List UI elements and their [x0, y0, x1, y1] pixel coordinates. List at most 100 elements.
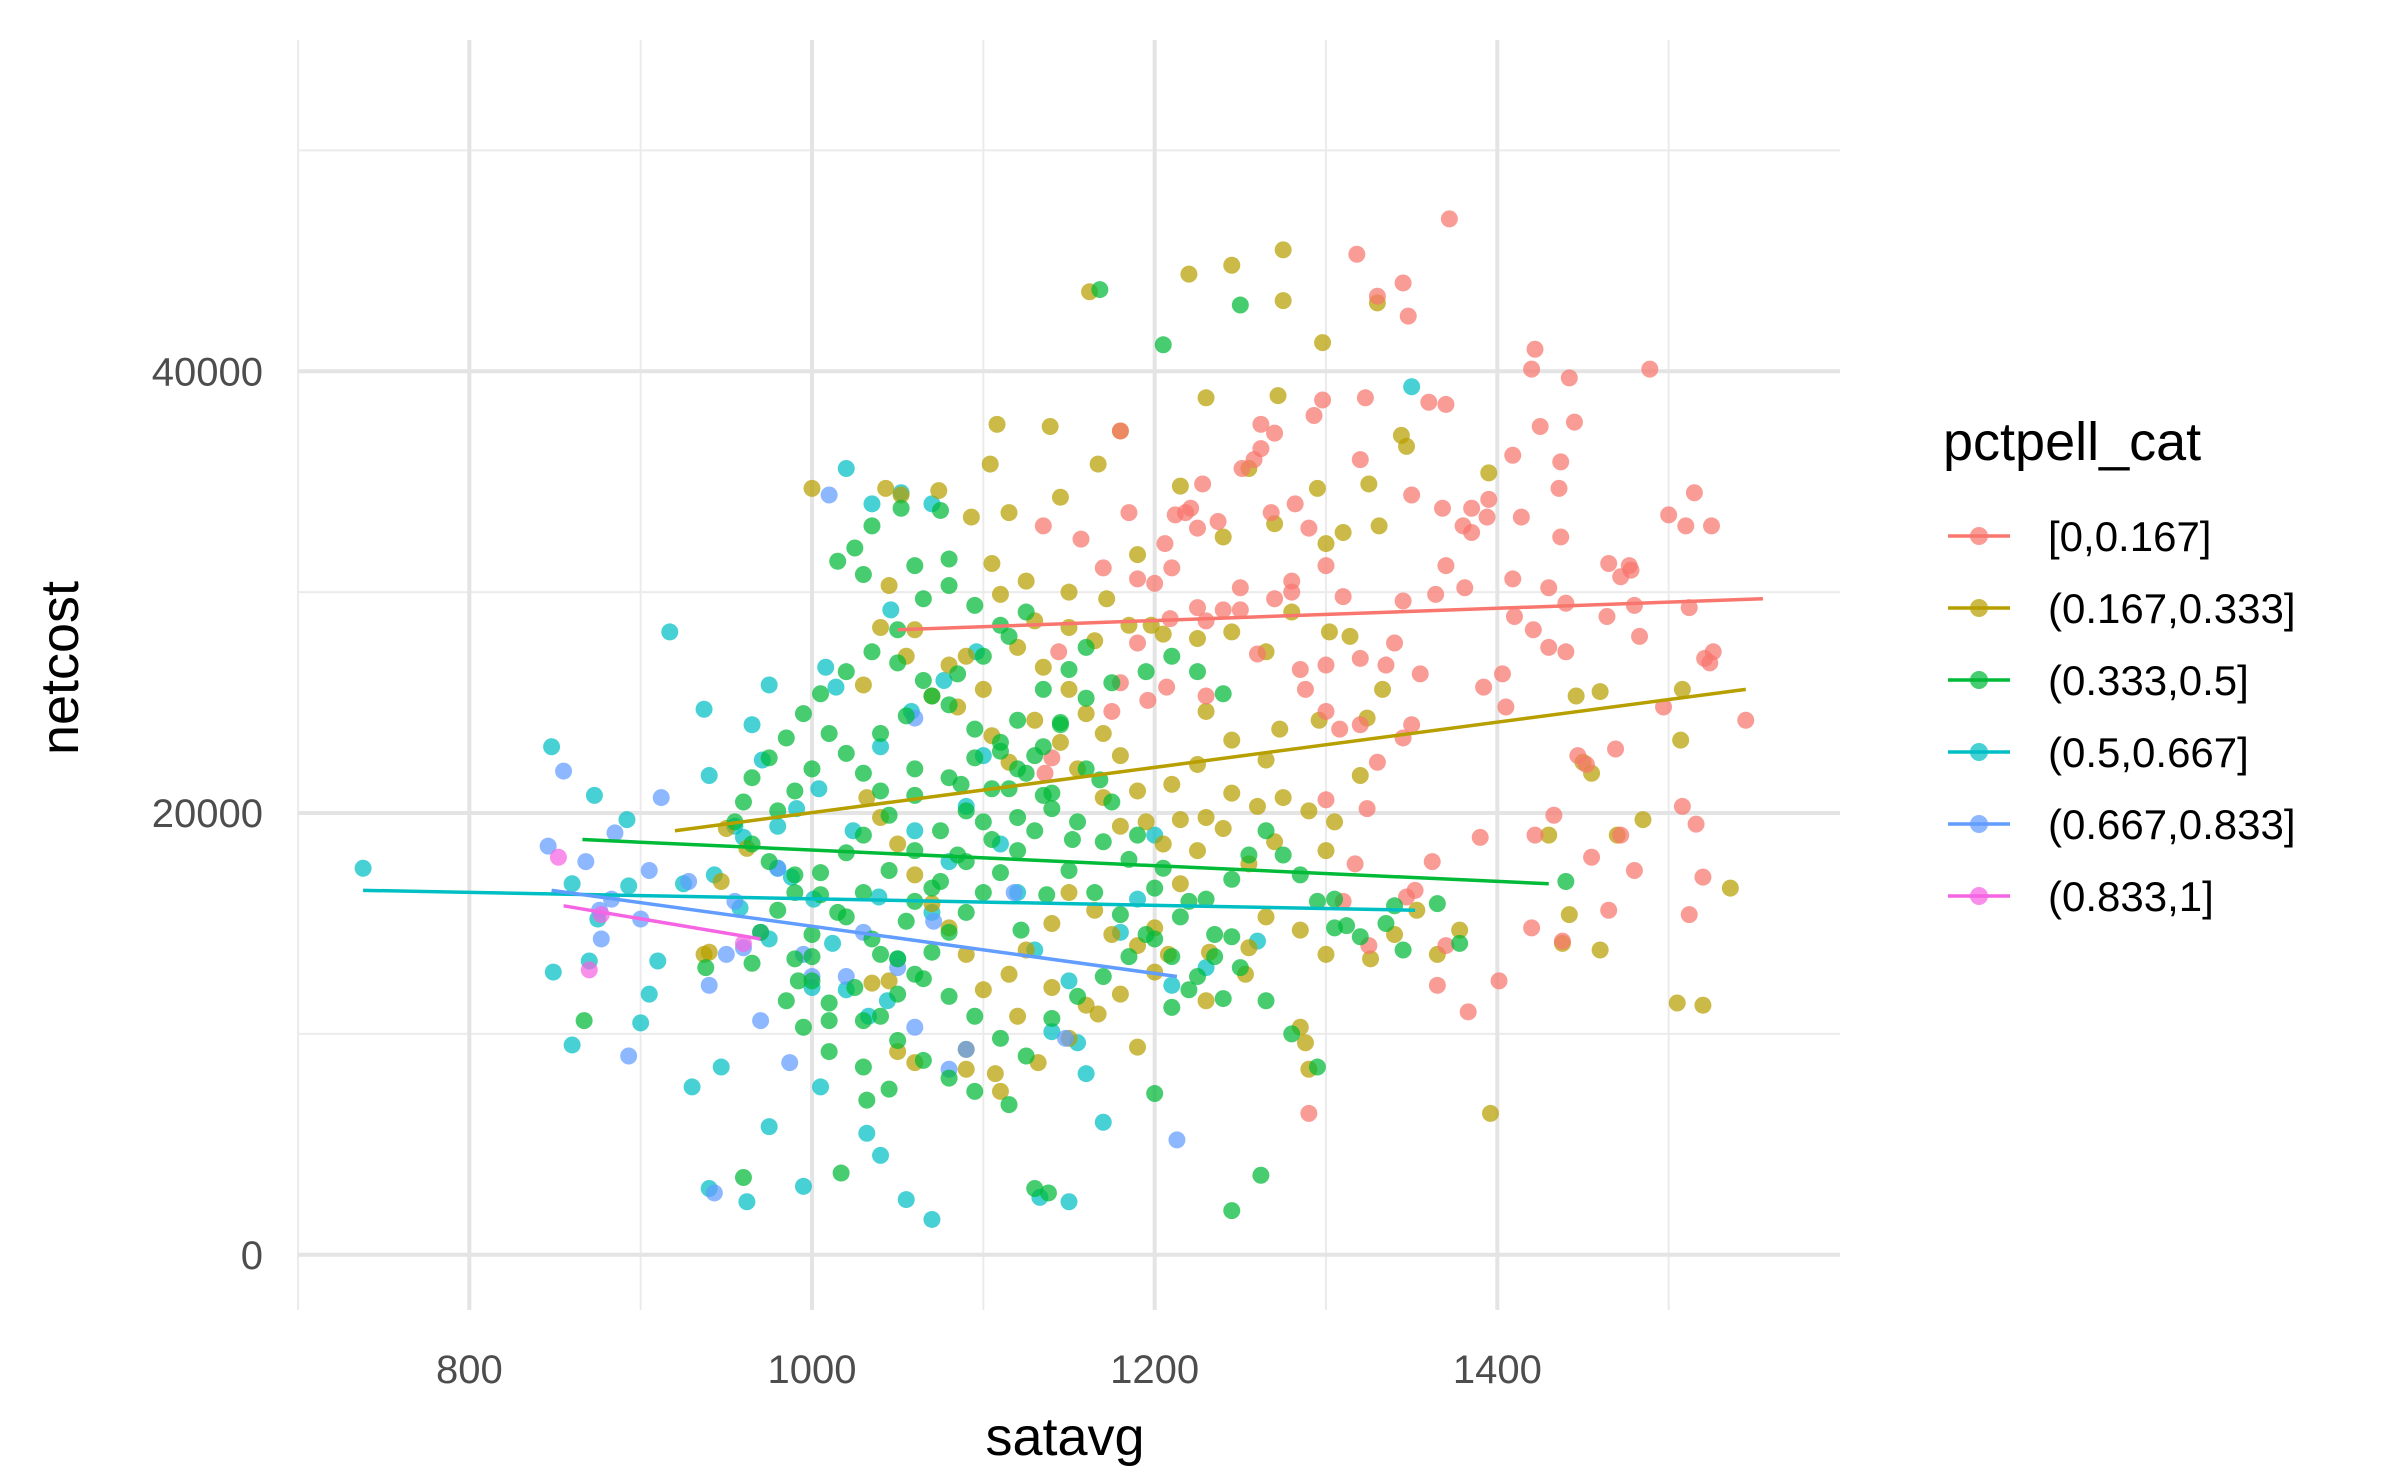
data-point [1120, 616, 1138, 634]
data-point [1262, 504, 1280, 522]
data-point [892, 486, 910, 504]
x-axis-title: satavg [985, 1407, 1144, 1467]
data-point [854, 764, 872, 782]
data-point [957, 1060, 975, 1078]
data-point [837, 744, 855, 762]
data-point [1111, 747, 1129, 765]
data-point [1163, 948, 1181, 966]
data-point [820, 486, 838, 504]
x-tick-label: 800 [436, 1348, 503, 1392]
data-point [1694, 996, 1712, 1014]
legend-key-point [1970, 887, 1988, 905]
data-point [1197, 389, 1215, 407]
data-point [1017, 1047, 1035, 1065]
data-point [812, 1078, 830, 1096]
legend-label: (0.667,0.833] [2048, 801, 2296, 848]
data-point [1197, 702, 1215, 720]
y-tick-label: 0 [241, 1234, 263, 1278]
data-point [726, 892, 744, 910]
data-point [632, 1014, 650, 1032]
data-point [872, 1146, 890, 1164]
data-point [1505, 607, 1523, 625]
data-point [1094, 967, 1112, 985]
data-point [700, 766, 718, 784]
data-point [1641, 360, 1659, 378]
data-point [803, 479, 821, 497]
data-point [1077, 638, 1095, 656]
data-point [1673, 797, 1691, 815]
data-point [1043, 914, 1061, 932]
data-point [734, 793, 752, 811]
data-point [1189, 519, 1206, 537]
data-point [1660, 506, 1678, 524]
data-point [1129, 634, 1147, 652]
data-point [1009, 808, 1027, 826]
data-point [661, 623, 679, 641]
data-point [1600, 554, 1618, 572]
data-point [1540, 826, 1558, 844]
x-tick-labels: 800 1000 1200 1400 [436, 1348, 1542, 1392]
data-point [957, 802, 975, 820]
data-point [777, 992, 795, 1010]
y-tick-labels: 0 20000 40000 [152, 350, 263, 1277]
data-point [880, 806, 898, 824]
data-point [743, 954, 761, 972]
data-point [906, 866, 924, 884]
data-point [1463, 524, 1481, 542]
legend-key-point [1970, 671, 1988, 689]
data-point [1026, 822, 1044, 840]
data-point [1600, 901, 1618, 919]
data-point [1291, 921, 1309, 939]
data-point [1326, 813, 1344, 831]
data-point [1540, 579, 1558, 597]
data-point [1512, 508, 1530, 526]
grid-major [298, 40, 1840, 1310]
data-point [872, 1007, 890, 1025]
data-point [897, 707, 915, 725]
data-point [743, 716, 761, 734]
data-point [1039, 1184, 1057, 1202]
data-point [897, 912, 915, 930]
data-point [1545, 806, 1563, 824]
data-point [872, 738, 890, 756]
data-point [940, 1069, 958, 1087]
data-point [1480, 490, 1498, 508]
data-point [1607, 740, 1625, 758]
data-point [1459, 1003, 1477, 1021]
data-point [1163, 647, 1181, 665]
data-point [854, 826, 872, 844]
data-point [949, 665, 967, 683]
data-point [1189, 842, 1206, 860]
data-point [1051, 733, 1069, 751]
data-point [872, 945, 890, 963]
data-point [1060, 972, 1078, 990]
data-point [1625, 861, 1643, 879]
data-point [854, 884, 872, 902]
data-point [837, 459, 855, 477]
legend-key-point [1970, 527, 1988, 545]
data-point [854, 676, 872, 694]
data-point [803, 972, 821, 990]
data-point [1257, 751, 1275, 769]
data-point [906, 760, 924, 778]
data-point [991, 1082, 1009, 1100]
data-point [543, 738, 561, 756]
data-point [1266, 424, 1284, 442]
data-point [1557, 643, 1575, 661]
data-point [1197, 808, 1215, 826]
data-point [580, 961, 598, 979]
data-point [1598, 607, 1616, 625]
data-point [812, 864, 830, 882]
data-point [1386, 634, 1404, 652]
data-point [991, 585, 1009, 603]
data-point [738, 1193, 756, 1211]
data-point [957, 945, 975, 963]
data-point [1000, 1096, 1018, 1114]
data-point [1403, 378, 1421, 396]
data-point [863, 643, 881, 661]
data-point [1146, 1085, 1164, 1103]
data-point [1189, 755, 1206, 773]
data-point [1591, 683, 1609, 701]
data-point [1411, 665, 1429, 683]
